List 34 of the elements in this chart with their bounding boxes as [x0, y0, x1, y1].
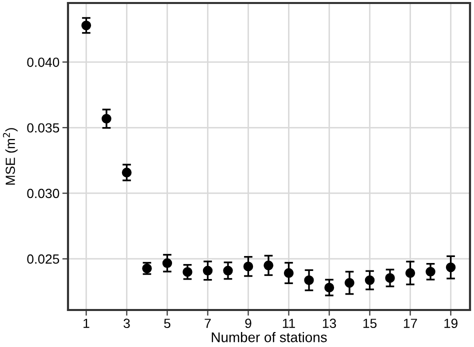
point [202, 266, 213, 276]
y-tick-label: 0.025 [27, 254, 60, 264]
point [344, 278, 354, 288]
y-axis-title: MSE (m$^{2}$) [2, 128, 18, 185]
x-tick-label: 9 [245, 318, 252, 328]
point [162, 258, 172, 268]
point [385, 273, 395, 283]
y-tick-label: 0.035 [27, 123, 60, 133]
x-tick-label: 11 [282, 318, 295, 328]
x-axis-title: Number of stations [212, 332, 327, 342]
point [122, 168, 132, 178]
x-tick-label: 13 [322, 318, 336, 328]
y-tick-label: 0.040 [27, 58, 60, 67]
point [284, 268, 294, 278]
point [243, 262, 254, 272]
x-tick-label: 5 [164, 318, 170, 328]
point [364, 275, 375, 286]
point [446, 262, 456, 272]
point [102, 114, 112, 124]
point [223, 266, 233, 276]
x-tick-label: 7 [204, 318, 211, 328]
point [324, 282, 334, 292]
x-tick-label: 19 [444, 318, 458, 328]
point [304, 275, 314, 286]
point [405, 268, 416, 278]
point [264, 260, 274, 270]
x-tick-label: 3 [124, 318, 130, 328]
x-tick-label: 15 [363, 318, 377, 328]
x-tick-label: 1 [84, 318, 90, 328]
y-tick-label: 0.030 [27, 188, 60, 198]
point [426, 266, 436, 277]
x-tick-label: 17 [404, 318, 417, 328]
point [81, 20, 92, 30]
point [182, 267, 192, 277]
